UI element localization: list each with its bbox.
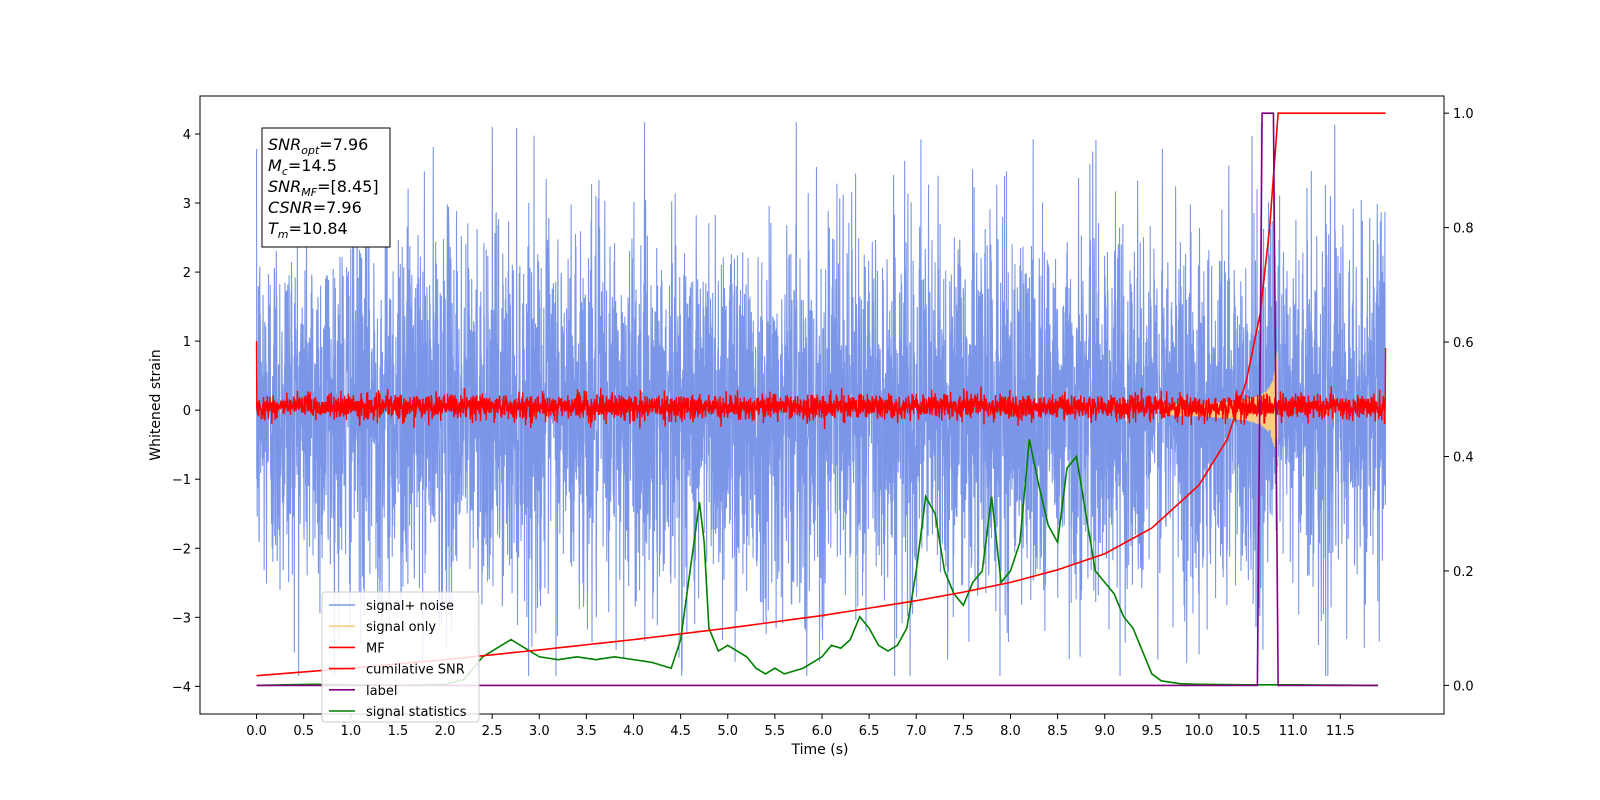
x-tick-label: 6.0 <box>812 724 833 739</box>
signal-noise-series <box>255 122 1387 677</box>
mf-series <box>255 341 1387 430</box>
x-tick-label: 11.0 <box>1279 724 1308 739</box>
x-tick-label: 0.5 <box>293 724 314 739</box>
x-tick-label: 7.5 <box>953 724 974 739</box>
y-right-tick-label: 0.4 <box>1453 451 1474 466</box>
legend-label: signal only <box>366 620 436 635</box>
y-right-tick-label: 0.6 <box>1453 336 1474 351</box>
x-tick-label: 8.5 <box>1047 724 1068 739</box>
x-tick-label: 11.5 <box>1326 724 1355 739</box>
legend-label: MF <box>366 641 385 656</box>
x-tick-label: 4.0 <box>623 724 644 739</box>
y-left-tick-label: 0 <box>183 404 191 419</box>
legend: signal+ noise signal only MF cumilative SNR… <box>321 591 480 723</box>
right-axis-series <box>256 112 1386 687</box>
x-tick-label: 4.5 <box>670 724 691 739</box>
y-axis-left: 4 3 2 1 0 −1 −2 −3 −4 <box>172 128 200 695</box>
y-left-tick-label: −3 <box>172 611 191 626</box>
y-left-tick-label: 4 <box>183 128 191 143</box>
x-tick-label: 0.0 <box>246 724 267 739</box>
x-axis: 0.0 0.5 1.0 1.5 2.0 2.5 3.0 3.5 4.0 4.5 5.0 5.5 6.0 6… <box>246 714 1355 739</box>
x-tick-label: 7.0 <box>906 724 927 739</box>
x-tick-label: 2.0 <box>435 724 456 739</box>
cumilative-snr-line <box>256 112 1386 677</box>
annotation-line: SNRMF=[8.45] <box>268 177 379 199</box>
legend-label: signal+ noise <box>366 599 454 614</box>
y-left-tick-label: 2 <box>183 266 191 281</box>
mf-line <box>255 341 1387 430</box>
x-tick-label: 5.5 <box>765 724 786 739</box>
x-tick-label: 10.0 <box>1184 724 1213 739</box>
x-tick-label: 3.0 <box>529 724 550 739</box>
legend-label: label <box>366 684 397 699</box>
x-tick-label: 9.0 <box>1094 724 1115 739</box>
y-left-tick-label: −1 <box>172 473 191 488</box>
x-tick-label: 6.5 <box>859 724 880 739</box>
annotation-line: CSNR=7.96 <box>268 198 362 217</box>
x-tick-label: 1.5 <box>388 724 409 739</box>
x-tick-label: 5.0 <box>717 724 738 739</box>
x-tick-label: 10.5 <box>1232 724 1261 739</box>
annotation-line: SNRopt=7.96 <box>268 135 368 157</box>
signal-noise-line <box>255 122 1387 677</box>
y-right-tick-label: 0.2 <box>1453 565 1474 580</box>
y-right-tick-label: 0.8 <box>1453 222 1474 237</box>
y-left-tick-label: 1 <box>183 335 191 350</box>
x-tick-label: 8.0 <box>1000 724 1021 739</box>
x-tick-label: 2.5 <box>482 724 503 739</box>
y-right-tick-label: 1.0 <box>1453 107 1474 122</box>
y-left-tick-label: 3 <box>183 197 191 212</box>
annotation-line: Mc=14.5 <box>268 156 337 178</box>
y-left-tick-label: −4 <box>172 680 191 695</box>
x-tick-label: 9.5 <box>1142 724 1163 739</box>
x-tick-label: 3.5 <box>576 724 597 739</box>
annotation-frame <box>261 127 391 248</box>
x-tick-label: 1.0 <box>340 724 361 739</box>
legend-label: signal statistics <box>366 705 467 720</box>
y-axis-right: 1.0 0.8 0.6 0.4 0.2 0.0 <box>1444 107 1474 694</box>
y-left-tick-label: −2 <box>172 542 191 557</box>
signal-statistics-line <box>256 439 1379 687</box>
x-axis-label: Time (s) <box>791 742 849 758</box>
y-axis-label-left: Whitened strain <box>148 349 164 460</box>
annotation-line: Tm=10.84 <box>268 219 348 241</box>
legend-frame <box>321 591 480 723</box>
y-right-tick-label: 0.0 <box>1453 679 1474 694</box>
label-line <box>256 112 1379 687</box>
legend-label: cumilative SNR <box>366 663 465 678</box>
